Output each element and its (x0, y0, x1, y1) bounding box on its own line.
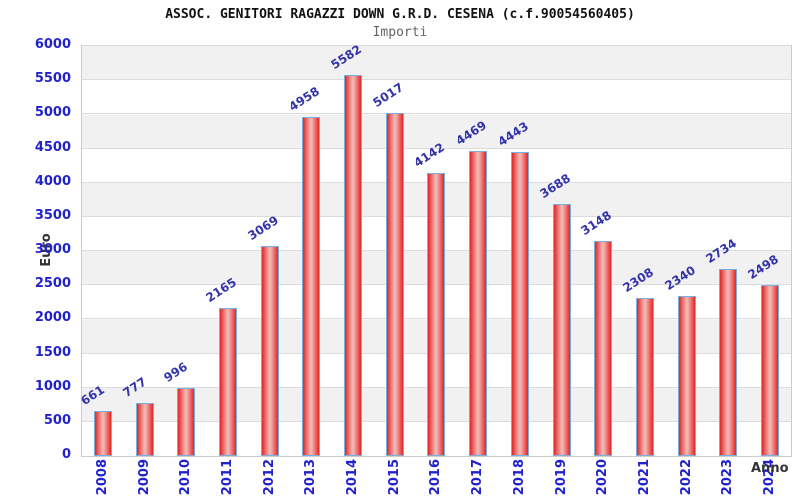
bar-value-label: 3069 (245, 213, 281, 244)
bar-slot: 5582 2014 (328, 42, 374, 496)
bar-slot: 5017 2015 (370, 46, 416, 495)
bar-2008 (93, 410, 112, 456)
bar-value-label: 4958 (286, 84, 323, 115)
x-tick-label: 2022 (678, 459, 694, 496)
bar-slot: 3148 2020 (578, 46, 624, 495)
y-tick-label: 5000 (34, 105, 71, 121)
x-tick-label: 2016 (428, 459, 444, 496)
bar-value-label: 996 (161, 359, 191, 385)
gridline (82, 45, 791, 46)
bar-slot: 2165 2011 (203, 46, 249, 495)
plot-area: 661 2008 777 2009 996 2010 2165 2011 3069 2012 495… (78, 42, 792, 496)
bar-value-label: 4142 (411, 140, 448, 170)
bar-2011 (218, 308, 237, 456)
chart-subtitle: Importi (372, 25, 428, 40)
bar-slot: 3688 2019 (537, 46, 583, 495)
bar-slot: 4958 2013 (287, 46, 333, 495)
gridline (82, 79, 791, 81)
x-tick-label: 2018 (511, 459, 527, 496)
bar-slot: 2308 2021 (620, 46, 666, 495)
bar-value-label: 777 (119, 374, 149, 400)
y-tick-label: 1000 (34, 378, 71, 394)
bar-value-label: 5017 (370, 80, 406, 111)
bar-value-label: 4469 (453, 117, 490, 148)
bar-2015 (385, 113, 404, 456)
gridline (82, 147, 791, 149)
x-tick-label: 2010 (178, 459, 194, 496)
y-tick-label: 2000 (34, 310, 71, 326)
bar-value-label: 3688 (536, 171, 573, 201)
bar-slot: 2734 2023 (704, 46, 750, 495)
gridline (82, 113, 791, 115)
bar-2016 (427, 172, 446, 456)
bar-slot: 996 2010 (161, 46, 207, 495)
chart-title: ASSOC. GENITORI RAGAZZI DOWN G.R.D. CESE… (165, 7, 635, 22)
bar-2018 (510, 152, 529, 456)
bar-2012 (260, 246, 279, 456)
bar-value-label: 3148 (578, 207, 615, 238)
x-tick-label: 2012 (261, 459, 277, 496)
x-tick-label: 2021 (636, 459, 652, 496)
x-tick-label: 2011 (219, 459, 235, 496)
x-tick-label: 2015 (386, 459, 402, 496)
bar-2009 (135, 402, 154, 456)
bar-2021 (635, 298, 654, 456)
bar-2014 (344, 74, 363, 456)
bar-slot: 4443 2018 (495, 46, 541, 495)
bar-2013 (302, 117, 321, 456)
bar-2020 (594, 240, 613, 456)
y-tick-label: 4500 (34, 139, 71, 155)
bar-slot: 661 2008 (78, 46, 124, 495)
y-tick-label: 3000 (34, 242, 71, 257)
bar-value-label: 2498 (745, 252, 782, 283)
y-tick-label: 500 (43, 412, 71, 428)
bar-2023 (719, 269, 738, 456)
bar-value-label: 2165 (203, 275, 239, 306)
y-tick-label: 1500 (34, 344, 71, 360)
bar-2010 (177, 387, 196, 456)
x-tick-label: 2014 (345, 459, 361, 496)
y-tick-label: 2500 (34, 276, 71, 292)
bar-slot: 4469 2017 (453, 46, 499, 495)
bar-value-label: 2340 (662, 263, 698, 294)
bars-container: 661 2008 777 2009 996 2010 2165 2011 3069 2012 495… (78, 42, 791, 496)
y-tick-label: 3500 (34, 207, 71, 223)
bar-value-label: 2308 (620, 265, 657, 296)
y-tick-label: 5500 (34, 71, 71, 87)
y-tick-label: 6000 (34, 37, 71, 52)
x-tick-label: 2009 (136, 459, 152, 496)
x-tick-label: 2013 (303, 459, 319, 496)
bar-2024 (761, 285, 780, 456)
bar-slot: 3069 2012 (245, 46, 291, 495)
bar-slot: 2340 2022 (662, 46, 708, 495)
bar-2017 (469, 150, 488, 456)
bar-2019 (552, 204, 571, 456)
bar-value-label: 661 (78, 382, 107, 408)
bar-value-label: 5582 (328, 41, 365, 72)
x-tick-label: 2020 (595, 459, 611, 496)
x-axis-title: Anno (751, 461, 789, 476)
bar-value-label: 2734 (703, 236, 740, 267)
bar-slot: 777 2009 (120, 46, 166, 495)
x-tick-label: 2023 (720, 459, 736, 496)
y-tick-label: 0 (61, 447, 71, 462)
bar-slot: 4142 2016 (412, 46, 458, 495)
bar-value-label: 4443 (495, 119, 531, 150)
x-tick-label: 2017 (470, 459, 486, 496)
bar-2022 (677, 296, 696, 456)
bar-slot: 2498 2024 (745, 46, 791, 495)
y-tick-label: 4000 (34, 173, 71, 189)
x-tick-label: 2019 (553, 459, 569, 496)
x-tick-label: 2008 (94, 459, 110, 496)
